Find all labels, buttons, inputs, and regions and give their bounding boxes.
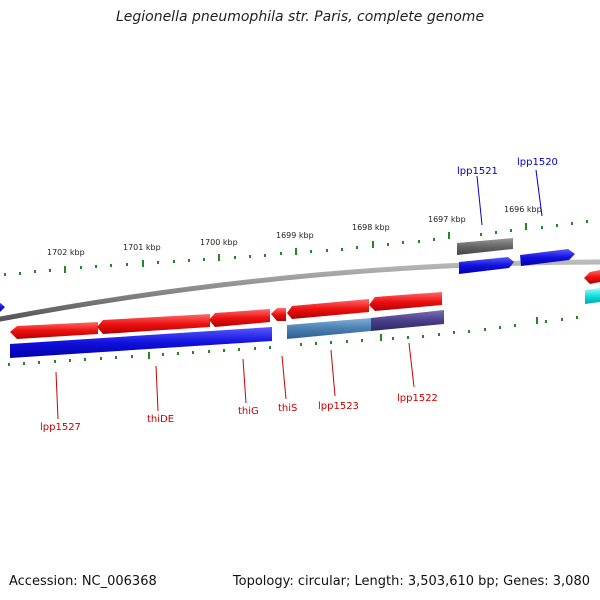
scale-label-1700: 1700 kbp	[200, 238, 238, 247]
gene-thiG-feature[interactable]	[209, 309, 270, 327]
scale-label-1702: 1702 kbp	[47, 248, 85, 257]
gene-lpp1521-forward-feature[interactable]	[459, 257, 514, 274]
gene-thiDE-feature[interactable]	[97, 314, 210, 334]
scale-label-1698: 1698 kbp	[352, 223, 390, 232]
upper-tick-track	[4, 220, 588, 276]
gene-label-lpp1520[interactable]: lpp1520	[517, 157, 558, 168]
reverse-leader-lines	[55, 342, 415, 420]
gene-label-lpp1523[interactable]: lpp1523	[318, 401, 359, 412]
scale-label-1697: 1697 kbp	[428, 215, 466, 224]
gene-label-lpp1527[interactable]: lpp1527	[40, 422, 81, 433]
topology-text: Topology: circular; Length: 3,503,610 bp…	[232, 574, 590, 589]
scale-label-1699: 1699 kbp	[276, 231, 314, 240]
gene-right-edge-red-feature[interactable]	[584, 270, 600, 284]
gene-lpp1523-feature[interactable]	[287, 318, 371, 339]
gene-lpp1527-feature[interactable]	[10, 327, 272, 358]
lower-tick-track	[8, 316, 578, 366]
scale-label-1701: 1701 kbp	[123, 243, 161, 252]
gene-label-thiDE[interactable]: thiDE	[147, 414, 174, 425]
gene-lpp1522-feature[interactable]	[371, 310, 444, 331]
gene-lpp1522-upper-feature[interactable]	[369, 292, 442, 311]
gene-label-lpp1522[interactable]: lpp1522	[397, 393, 438, 404]
gene-right-edge-cyan-feature[interactable]	[585, 288, 600, 304]
gene-lpp1523-upper-feature[interactable]	[287, 299, 369, 319]
gene-label-thiG[interactable]: thiG	[238, 406, 259, 417]
gene-lpp1527-upper-feature[interactable]	[10, 322, 98, 339]
genome-backbone	[0, 259, 600, 322]
gene-label-lpp1521[interactable]: lpp1521	[457, 166, 498, 177]
gene-label-thiS[interactable]: thiS	[278, 403, 297, 414]
scale-label-1696: 1696 kbp	[504, 205, 542, 214]
gene-left-edge-feature[interactable]	[0, 301, 5, 314]
gene-lpp1521-feature[interactable]	[457, 238, 513, 255]
gene-lpp1520-feature[interactable]	[520, 249, 575, 266]
gene-thiS-feature[interactable]	[271, 308, 286, 321]
genome-title: Legionella pneumophila str. Paris, compl…	[115, 9, 485, 25]
forward-leader-lines	[476, 169, 543, 226]
accession-text: Accession: NC_006368	[9, 574, 157, 589]
